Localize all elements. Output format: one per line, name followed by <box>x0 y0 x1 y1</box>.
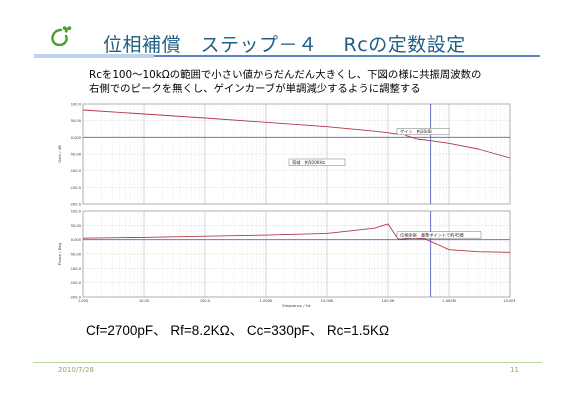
y-tick-label: 50.00 <box>71 224 82 228</box>
company-logo <box>51 26 72 47</box>
x-tick-label: 1.000M <box>442 299 455 303</box>
logo-leaf-1 <box>67 26 72 31</box>
page-number: 11 <box>510 366 519 374</box>
description-line-2: 右側でのピークを無くし、ゲインカーブが単調減少するように調整する <box>89 83 421 95</box>
annotation-box <box>288 158 346 166</box>
slide-title: 位相補償 ステップ－４ Rcの定数設定 <box>103 34 466 56</box>
logo-swirl <box>51 28 68 47</box>
logo-leaf-3 <box>64 28 68 33</box>
circuit-parameters: Cf=2700pF、 Rf=8.2KΩ、 Cc=330pF、 Rc=1.5KΩ <box>86 323 390 338</box>
annotation-box <box>396 128 450 136</box>
y-tick-label: -50.00 <box>69 153 81 157</box>
x-tick-label: 10.00K <box>321 299 334 303</box>
slide-description: Rcを100～10kΩの範囲で小さい値からだんだん大きくし、下図の様に共振周波数… <box>89 68 481 96</box>
y-tick-label: 0.000 <box>71 136 82 140</box>
bode-plot: 100.0 50.00 0.000 -50.00 -100.0 -150.0 -200.0 G… <box>57 103 515 309</box>
y-tick-label: 50.00 <box>71 119 82 123</box>
y-axis-label: Phase / Deg <box>57 242 62 265</box>
y-tick-label: 100.0 <box>71 103 82 107</box>
y-tick-label: 100.0 <box>71 210 82 214</box>
x-tick-label: 1.000K <box>260 299 273 303</box>
y-axis-label: Gain / dB <box>57 145 62 163</box>
x-tick-label: 10.00 <box>139 299 150 303</box>
series-line-gain <box>82 109 511 159</box>
annotation-gain: ゲイン 約20dB <box>400 128 432 135</box>
y-tick-label: -150.0 <box>69 186 81 190</box>
x-tick-label: 100.0K <box>382 299 395 303</box>
title-rule <box>34 54 540 58</box>
x-axis-label: Frequency / Hz <box>282 303 310 308</box>
y-tick-label: 0.000 <box>71 238 82 242</box>
y-tick-label: -50.00 <box>69 253 81 257</box>
y-tick-label: -200.0 <box>69 203 81 207</box>
x-tick-label: 100.0 <box>200 299 211 303</box>
footer-date: 2010/7/28 <box>58 366 94 374</box>
footer-rule <box>33 362 542 363</box>
y-tick-label: -100.0 <box>69 169 81 173</box>
annotation-box <box>396 231 482 239</box>
series-line-phase <box>82 223 511 253</box>
annotation-bandwidth: 帯域 約500KHz <box>292 159 326 166</box>
y-tick-label: -100.0 <box>69 267 81 271</box>
y-tick-label: -200.0 <box>69 296 81 300</box>
y-tick-label: -150.0 <box>69 281 81 285</box>
x-tick-label: 1.000 <box>78 299 89 303</box>
x-tick-label: 10.00M <box>503 299 515 303</box>
description-line-1: Rcを100～10kΩの範囲で小さい値からだんだん大きくし、下図の様に共振周波数… <box>89 69 482 81</box>
annotation-phase-margin: 位相余裕 基準ポイントで約45度 <box>400 231 465 238</box>
